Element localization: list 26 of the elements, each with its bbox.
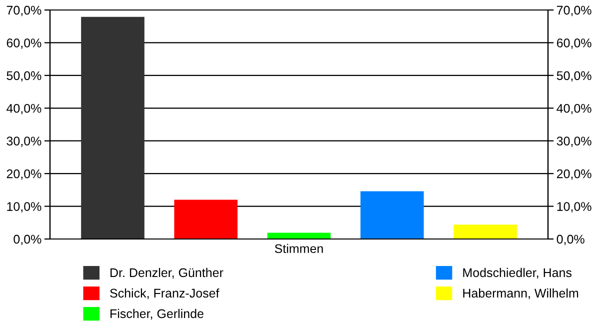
bar [174, 200, 238, 239]
legend-label: Schick, Franz-Josef [110, 288, 220, 300]
y-tick-label: 50,0% [6, 71, 42, 82]
y2-tick-label: 70,0% [556, 6, 592, 16]
y2-tick-label: 10,0% [557, 202, 592, 212]
y-tick-label: 40,0% [6, 104, 42, 114]
bar [360, 191, 424, 239]
legend-label: Habermann, Wilhelm [463, 288, 578, 300]
bar [454, 224, 517, 239]
y2-tick-label: 0,0% [556, 234, 584, 246]
y2-tick-label: 40,0% [556, 104, 592, 114]
y-tick-label: 60,0% [6, 38, 42, 49]
legend-label: Fischer, Gerlinde [110, 308, 204, 320]
legend-label: Modschiedler, Hans [463, 268, 572, 279]
y2-tick-label: 50,0% [556, 71, 592, 82]
x-axis-title: Stimmen [274, 244, 323, 254]
y-tick-label: 20,0% [6, 169, 42, 180]
y-tick-label: 10,0% [7, 202, 42, 212]
legend-label: Dr. Denzler, Günther [110, 268, 224, 279]
y2-tick-label: 60,0% [556, 38, 592, 49]
y-tick-label: 30,0% [6, 136, 42, 147]
y2-tick-label: 30,0% [556, 136, 592, 147]
bar [81, 16, 144, 239]
y-tick-label: 70,0% [6, 6, 42, 16]
y2-tick-label: 20,0% [556, 169, 592, 180]
y-tick-label: 0,0% [14, 234, 42, 246]
